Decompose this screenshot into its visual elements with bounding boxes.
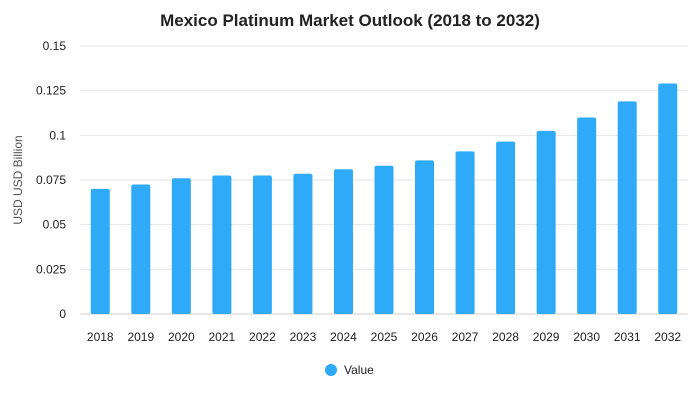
x-tick-label: 2024: [330, 330, 357, 344]
bar-2019[interactable]: [131, 184, 151, 314]
y-tick-label: 0.025: [36, 262, 66, 276]
y-tick-label: 0.05: [43, 218, 67, 232]
y-axis-label: USD USD Billion: [11, 135, 25, 224]
bar-2025[interactable]: [374, 165, 394, 314]
x-tick-label: 2027: [452, 330, 479, 344]
x-tick-label: 2028: [492, 330, 519, 344]
y-tick-label: 0.15: [43, 39, 67, 53]
legend-label[interactable]: Value: [344, 363, 374, 377]
y-tick-label: 0.1: [49, 128, 66, 142]
y-tick-label: 0.075: [36, 173, 66, 187]
legend[interactable]: Value: [325, 363, 374, 377]
bar-2026[interactable]: [415, 160, 435, 314]
x-tick-label: 2029: [533, 330, 560, 344]
y-tick-label: 0.125: [36, 84, 66, 98]
legend-swatch-icon[interactable]: [325, 364, 337, 376]
bar-2030[interactable]: [577, 117, 597, 314]
x-axis-ticks: 2018 2019 2020 2021 2022 2023 2024 2025 2026 2027…: [87, 330, 681, 344]
bar-2020[interactable]: [171, 178, 191, 314]
bar-2032[interactable]: [658, 83, 678, 315]
bar-2027[interactable]: [455, 151, 475, 314]
x-tick-label: 2025: [371, 330, 398, 344]
x-tick-label: 2019: [127, 330, 154, 344]
bar-2028[interactable]: [496, 141, 516, 314]
bars: [90, 83, 678, 315]
bar-2022[interactable]: [252, 175, 272, 314]
x-tick-label: 2032: [654, 330, 681, 344]
x-tick-label: 2022: [249, 330, 276, 344]
x-tick-label: 2020: [168, 330, 195, 344]
x-tick-label: 2018: [87, 330, 114, 344]
x-tick-label: 2023: [290, 330, 317, 344]
x-tick-label: 2031: [614, 330, 641, 344]
bar-2023[interactable]: [293, 173, 313, 314]
x-tick-label: 2030: [573, 330, 600, 344]
bar-2024[interactable]: [333, 169, 353, 314]
x-tick-label: 2021: [209, 330, 236, 344]
bar-2029[interactable]: [536, 130, 556, 314]
chart-title: Mexico Platinum Market Outlook (2018 to …: [160, 11, 540, 30]
bar-2018[interactable]: [90, 188, 110, 314]
y-tick-label: 0: [59, 307, 66, 321]
bar-2031[interactable]: [617, 101, 637, 315]
x-tick-label: 2026: [411, 330, 438, 344]
bar-2021[interactable]: [212, 175, 232, 314]
y-axis-ticks: 0 0.025 0.05 0.075 0.1 0.125 0.15: [36, 39, 66, 321]
